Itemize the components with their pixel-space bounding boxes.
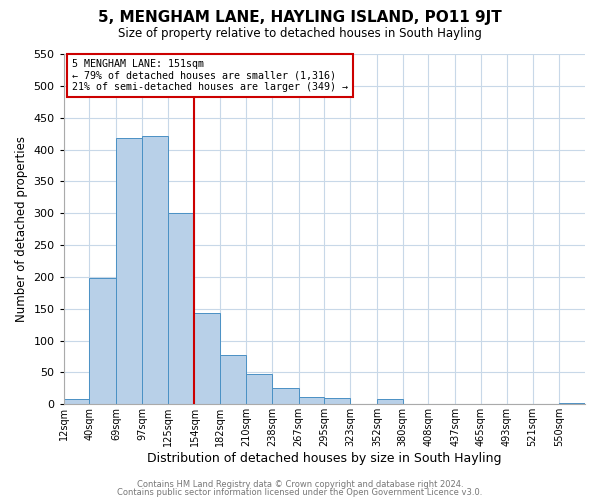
Bar: [116, 138, 142, 404]
X-axis label: Distribution of detached houses by size in South Hayling: Distribution of detached houses by size …: [147, 452, 502, 465]
Bar: [272, 388, 299, 404]
Bar: [168, 213, 194, 404]
Bar: [325, 398, 350, 404]
Text: 5, MENGHAM LANE, HAYLING ISLAND, PO11 9JT: 5, MENGHAM LANE, HAYLING ISLAND, PO11 9J…: [98, 10, 502, 25]
Y-axis label: Number of detached properties: Number of detached properties: [15, 136, 28, 322]
Bar: [559, 403, 585, 404]
Bar: [220, 354, 246, 405]
Bar: [246, 374, 272, 404]
Text: Contains HM Land Registry data © Crown copyright and database right 2024.: Contains HM Land Registry data © Crown c…: [137, 480, 463, 489]
Bar: [89, 278, 116, 404]
Text: 5 MENGHAM LANE: 151sqm
← 79% of detached houses are smaller (1,316)
21% of semi-: 5 MENGHAM LANE: 151sqm ← 79% of detached…: [71, 60, 347, 92]
Bar: [377, 399, 403, 404]
Bar: [194, 313, 220, 404]
Text: Contains public sector information licensed under the Open Government Licence v3: Contains public sector information licen…: [118, 488, 482, 497]
Bar: [64, 399, 89, 404]
Bar: [142, 136, 168, 404]
Bar: [299, 396, 325, 404]
Text: Size of property relative to detached houses in South Hayling: Size of property relative to detached ho…: [118, 28, 482, 40]
